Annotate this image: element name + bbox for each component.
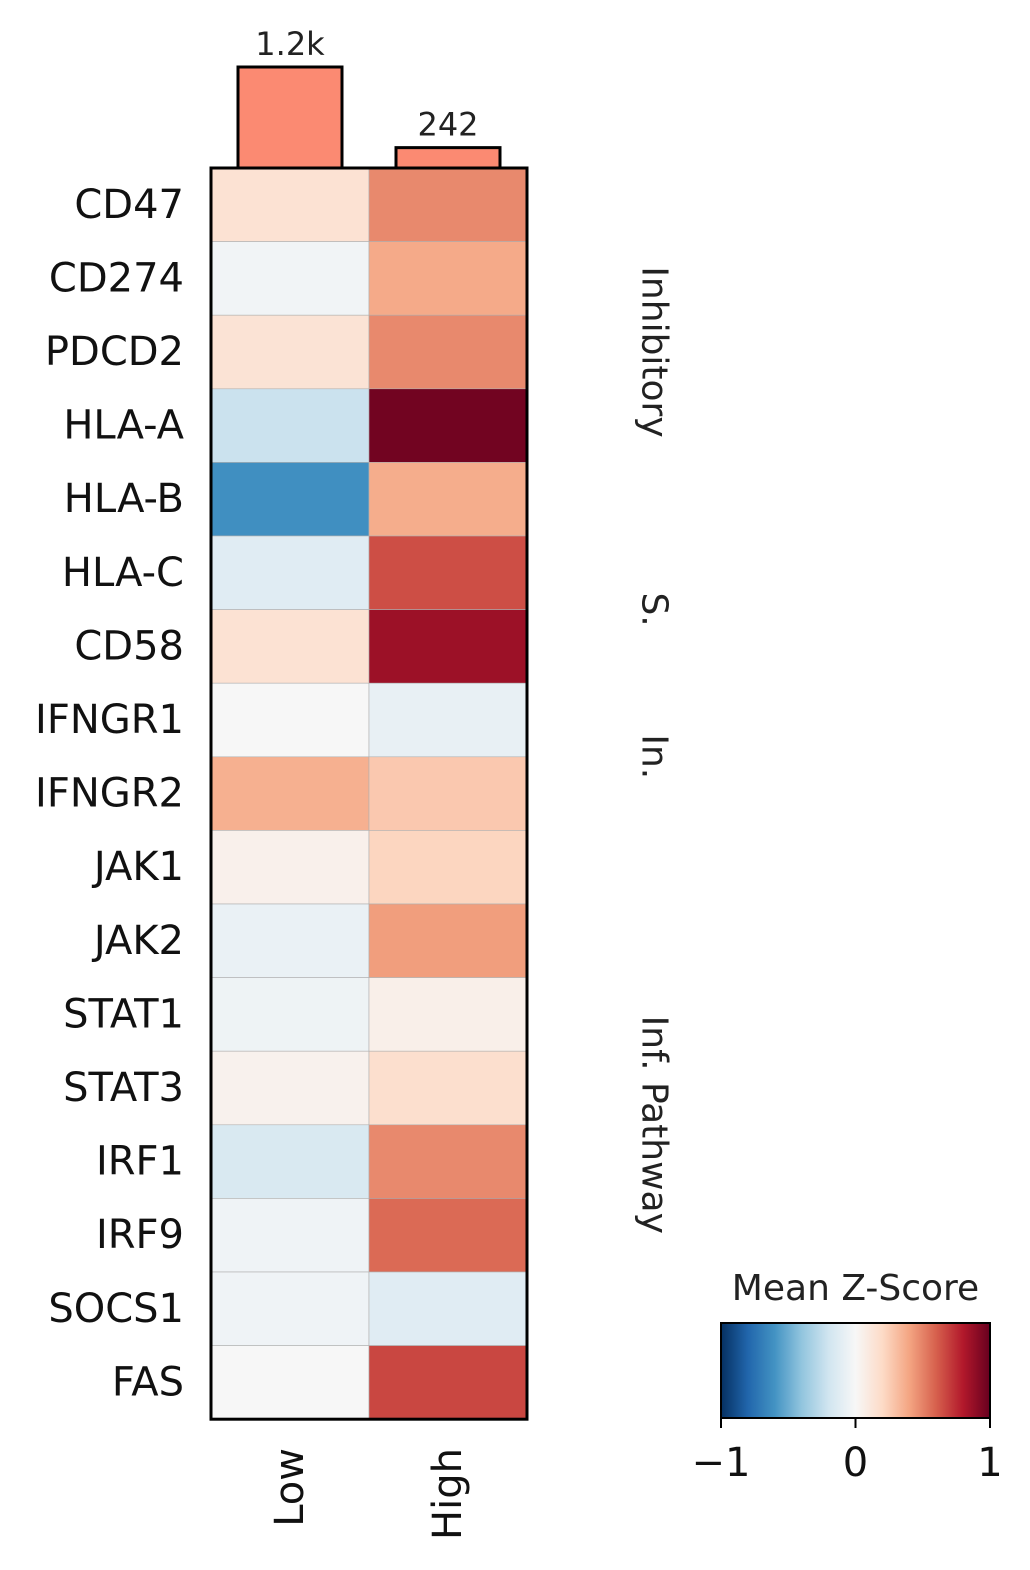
heatmap-cell-ifngr1-low xyxy=(210,682,370,758)
colorbar-gradient xyxy=(720,1322,991,1419)
heatmap-cell-irf1-low xyxy=(210,1124,370,1199)
row-label-cd47: CD47 xyxy=(74,182,184,228)
heatmap-cell-cd274-high xyxy=(368,241,528,316)
heatmap-frame xyxy=(209,166,529,1421)
row-label-cd58: CD58 xyxy=(74,623,184,669)
heatmap-cell-socs1-high xyxy=(368,1271,528,1346)
column-labels: Low High xyxy=(267,1448,471,1540)
row-label-stat3: STAT3 xyxy=(63,1065,184,1111)
row-label-cd274: CD274 xyxy=(49,255,184,301)
heatmap-cell-ifngr2-high xyxy=(368,756,528,831)
heatmap-cell-cd47-high xyxy=(368,167,528,242)
count-label-high: 242 xyxy=(417,106,478,144)
colorbar-title: Mean Z-Score xyxy=(732,1268,979,1309)
heatmap-cell-cd58-high xyxy=(368,609,528,684)
group-label-inf-pathway: Inf. Pathway xyxy=(634,1016,675,1234)
column-count-bars: 1.2k 242 xyxy=(236,25,502,170)
heatmap-cell-irf9-high xyxy=(368,1198,528,1273)
heatmap-cell-ifngr1-high xyxy=(368,682,528,758)
count-bar-low xyxy=(236,65,344,170)
colorbar-tick-label-1: 0 xyxy=(843,1440,868,1486)
heatmap-cell-cd58-low xyxy=(210,609,370,684)
row-label-ifngr2: IFNGR2 xyxy=(35,771,184,817)
row-label-ifngr1: IFNGR1 xyxy=(35,697,184,743)
colorbar: Mean Z-Score −1 0 1 xyxy=(692,1268,1003,1486)
group-label-in: In. xyxy=(634,734,675,779)
heatmap-cell-jak1-low xyxy=(210,830,370,905)
heatmap-cell-pdcd2-low xyxy=(210,314,370,390)
row-label-socs1: SOCS1 xyxy=(48,1286,184,1332)
heatmap-cell-ifngr2-low xyxy=(210,756,370,831)
heatmap-cell-pdcd2-high xyxy=(368,314,528,390)
column-label-low: Low xyxy=(267,1448,313,1527)
row-label-pdcd2: PDCD2 xyxy=(45,329,184,375)
column-label-high: High xyxy=(425,1448,471,1540)
group-label-s: S. xyxy=(634,592,675,626)
row-label-jak2: JAK2 xyxy=(91,918,184,964)
heatmap-cell-irf1-high xyxy=(368,1124,528,1199)
heatmap-cell-hla-a-high xyxy=(368,388,528,463)
row-label-stat1: STAT1 xyxy=(63,991,184,1037)
heatmap-cell-socs1-low xyxy=(210,1271,370,1346)
heatmap-cell-jak2-high xyxy=(368,903,528,978)
colorbar-tick-label-0: −1 xyxy=(692,1440,751,1486)
heatmap-cell-irf9-low xyxy=(210,1198,370,1273)
heatmap-cell-hla-b-low xyxy=(210,462,370,537)
heatmap-cell-cd47-low xyxy=(210,167,370,242)
heatmap-cell-jak1-high xyxy=(368,830,528,905)
row-label-fas: FAS xyxy=(112,1359,184,1405)
heatmap-cell-fas-high xyxy=(368,1345,528,1420)
row-labels: CD47 CD274 PDCD2 HLA-A HLA-B HLA-C CD58 IFNGR1 I… xyxy=(35,182,185,1406)
colorbar-tick-label-2: 1 xyxy=(977,1440,1002,1486)
row-label-hla-b: HLA-B xyxy=(64,476,184,522)
group-label-inhibitory: Inhibitory xyxy=(634,266,675,437)
row-label-irf9: IRF9 xyxy=(96,1212,184,1258)
heatmap-cell-hla-a-low xyxy=(210,388,370,463)
heatmap-cell-stat3-high xyxy=(368,1050,528,1126)
heatmap-cell-cd274-low xyxy=(210,241,370,316)
heatmap-cell-fas-low xyxy=(210,1345,370,1420)
heatmap-cell-hla-c-high xyxy=(368,535,528,610)
count-bar-high xyxy=(394,146,502,170)
heatmap-cell-stat1-low xyxy=(210,977,370,1052)
row-label-irf1: IRF1 xyxy=(96,1139,184,1185)
row-label-jak1: JAK1 xyxy=(91,844,184,890)
heatmap-cells xyxy=(210,167,528,1420)
heatmap-cell-stat1-high xyxy=(368,977,528,1052)
group-labels: Inhibitory S. In. Inf. Pathway xyxy=(634,266,675,1234)
count-label-low: 1.2k xyxy=(255,25,325,63)
colorbar-ticks: −1 0 1 xyxy=(692,1418,1003,1486)
heatmap-cell-jak2-low xyxy=(210,903,370,978)
row-label-hla-c: HLA-C xyxy=(62,550,184,596)
row-label-hla-a: HLA-A xyxy=(63,403,184,449)
heatmap-cell-hla-c-low xyxy=(210,535,370,610)
heatmap-cell-stat3-low xyxy=(210,1050,370,1126)
heatmap-cell-hla-b-high xyxy=(368,462,528,537)
